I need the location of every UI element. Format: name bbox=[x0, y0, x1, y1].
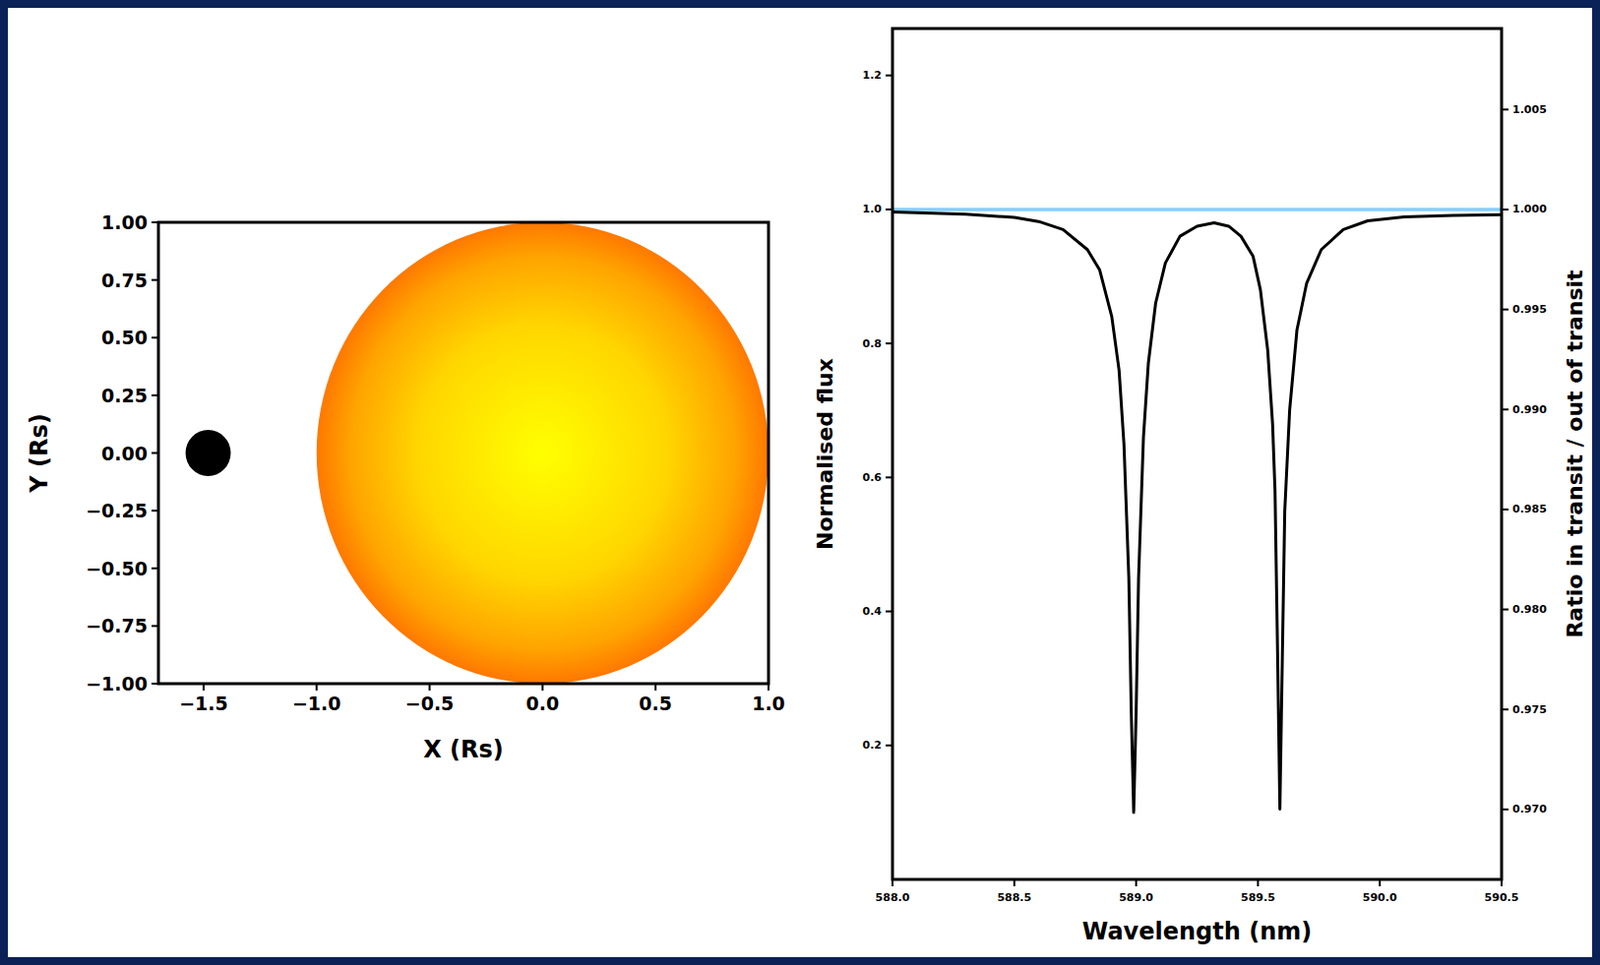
page-border bbox=[0, 0, 1600, 965]
y-tick bbox=[1501, 808, 1509, 811]
y-tick-label: 0.6 bbox=[862, 471, 883, 485]
y-tick-label: 0.8 bbox=[862, 337, 883, 351]
plot-frame bbox=[158, 222, 769, 684]
x-tick-label: 0.5 bbox=[638, 692, 673, 715]
x-tick-label: −0.5 bbox=[405, 692, 455, 715]
y-tick bbox=[1501, 408, 1509, 411]
x-tick bbox=[1256, 879, 1259, 887]
y-tick-label: 0.980 bbox=[1512, 603, 1547, 616]
y-tick bbox=[151, 567, 159, 570]
x-tick bbox=[654, 683, 657, 691]
y-tick bbox=[151, 624, 159, 627]
y-tick-label: −1.00 bbox=[85, 673, 148, 695]
x-tick bbox=[1500, 879, 1503, 887]
x-tick bbox=[202, 683, 205, 691]
y2-axis-title: Ratio in transit / out of transit bbox=[1562, 269, 1588, 639]
x-tick bbox=[1378, 879, 1381, 887]
y-tick bbox=[1501, 508, 1509, 511]
x-tick bbox=[541, 683, 544, 691]
planet bbox=[185, 430, 232, 477]
page-background bbox=[7, 7, 1593, 958]
y-tick-label: 0.995 bbox=[1512, 303, 1547, 316]
x-tick bbox=[891, 879, 894, 887]
y-tick bbox=[151, 221, 159, 224]
figure: −1.5 −1.0 −0.5 0.0 0.5 1.0 −1.00 −0.75 −0.50 −0.2… bbox=[0, 0, 1600, 965]
y-tick-label: 0.975 bbox=[1512, 703, 1547, 717]
x-tick-label: 1.0 bbox=[751, 692, 786, 715]
y-tick-label: −0.75 bbox=[85, 615, 148, 637]
x-axis-title: Wavelength (nm) bbox=[1082, 918, 1312, 946]
y-tick-label: 0.00 bbox=[101, 442, 148, 465]
y-tick-label: 1.00 bbox=[101, 211, 148, 234]
y-tick bbox=[151, 682, 159, 685]
y-tick bbox=[885, 74, 893, 77]
x-tick-label: 590.0 bbox=[1362, 891, 1398, 905]
x-tick-label: 588.0 bbox=[875, 891, 911, 905]
x-tick bbox=[1013, 879, 1016, 887]
x-tick-label: 590.5 bbox=[1484, 891, 1520, 905]
y-tick-label: −0.25 bbox=[85, 499, 148, 522]
y-tick bbox=[1501, 609, 1509, 612]
x-tick-label: −1.5 bbox=[179, 692, 229, 715]
data-group bbox=[185, 222, 769, 684]
x-axis-title: X (Rs) bbox=[423, 736, 504, 764]
y-tick-label: 0.4 bbox=[862, 605, 883, 618]
y-tick-label: 0.990 bbox=[1512, 403, 1547, 417]
y-tick-label: −0.50 bbox=[85, 557, 148, 580]
y-tick bbox=[885, 744, 893, 747]
y-tick-label: 0.75 bbox=[101, 269, 148, 292]
data-group bbox=[892, 209, 1502, 813]
y-tick bbox=[1501, 208, 1509, 211]
right-panel: 588.0 588.5 589.0 589.5 590.0 590.5 0.2 0.4 0.6 0… bbox=[812, 28, 1588, 946]
y-tick-label: 1.0 bbox=[862, 202, 883, 216]
y-tick-label: 0.2 bbox=[862, 738, 883, 752]
y-tick bbox=[885, 611, 893, 614]
y-tick-label: 1.2 bbox=[862, 68, 883, 82]
y-tick bbox=[885, 476, 893, 479]
y-tick bbox=[1501, 708, 1509, 711]
y-tick bbox=[151, 394, 159, 397]
x-tick-label: 589.0 bbox=[1118, 891, 1154, 905]
y-tick-label: 0.970 bbox=[1512, 802, 1547, 816]
x-tick bbox=[429, 683, 431, 691]
star bbox=[316, 222, 769, 684]
y-tick bbox=[151, 509, 159, 512]
x-tick-label: 0.0 bbox=[526, 692, 560, 715]
x-tick bbox=[1135, 879, 1138, 887]
y-tick-label: 1.005 bbox=[1512, 103, 1547, 117]
x-tick-label: 588.5 bbox=[996, 891, 1032, 905]
y-axis-title: Normalised flux bbox=[812, 358, 838, 551]
x-tick bbox=[315, 683, 318, 691]
y-tick-label: 1.000 bbox=[1512, 202, 1547, 216]
x-tick-label: −1.0 bbox=[292, 692, 342, 715]
y-tick-label: 0.50 bbox=[101, 326, 148, 349]
series-line bbox=[892, 212, 1502, 813]
y-tick bbox=[885, 208, 893, 211]
x-tick-label: 589.5 bbox=[1240, 891, 1276, 905]
x-tick bbox=[767, 683, 770, 691]
series-line bbox=[892, 207, 1502, 212]
y-tick bbox=[151, 452, 159, 455]
y-tick bbox=[151, 279, 159, 282]
y-tick bbox=[151, 336, 159, 339]
y-tick bbox=[885, 342, 893, 345]
y-tick bbox=[1501, 308, 1509, 311]
y-axis-title: Y (Rs) bbox=[25, 413, 54, 493]
y-tick-label: 0.25 bbox=[101, 384, 148, 407]
y-tick bbox=[1501, 108, 1509, 111]
left-panel: −1.5 −1.0 −0.5 0.0 0.5 1.0 −1.00 −0.75 −0.50 −0.2… bbox=[25, 211, 786, 764]
plot-frame bbox=[892, 28, 1502, 880]
y-tick-label: 0.985 bbox=[1512, 502, 1547, 516]
